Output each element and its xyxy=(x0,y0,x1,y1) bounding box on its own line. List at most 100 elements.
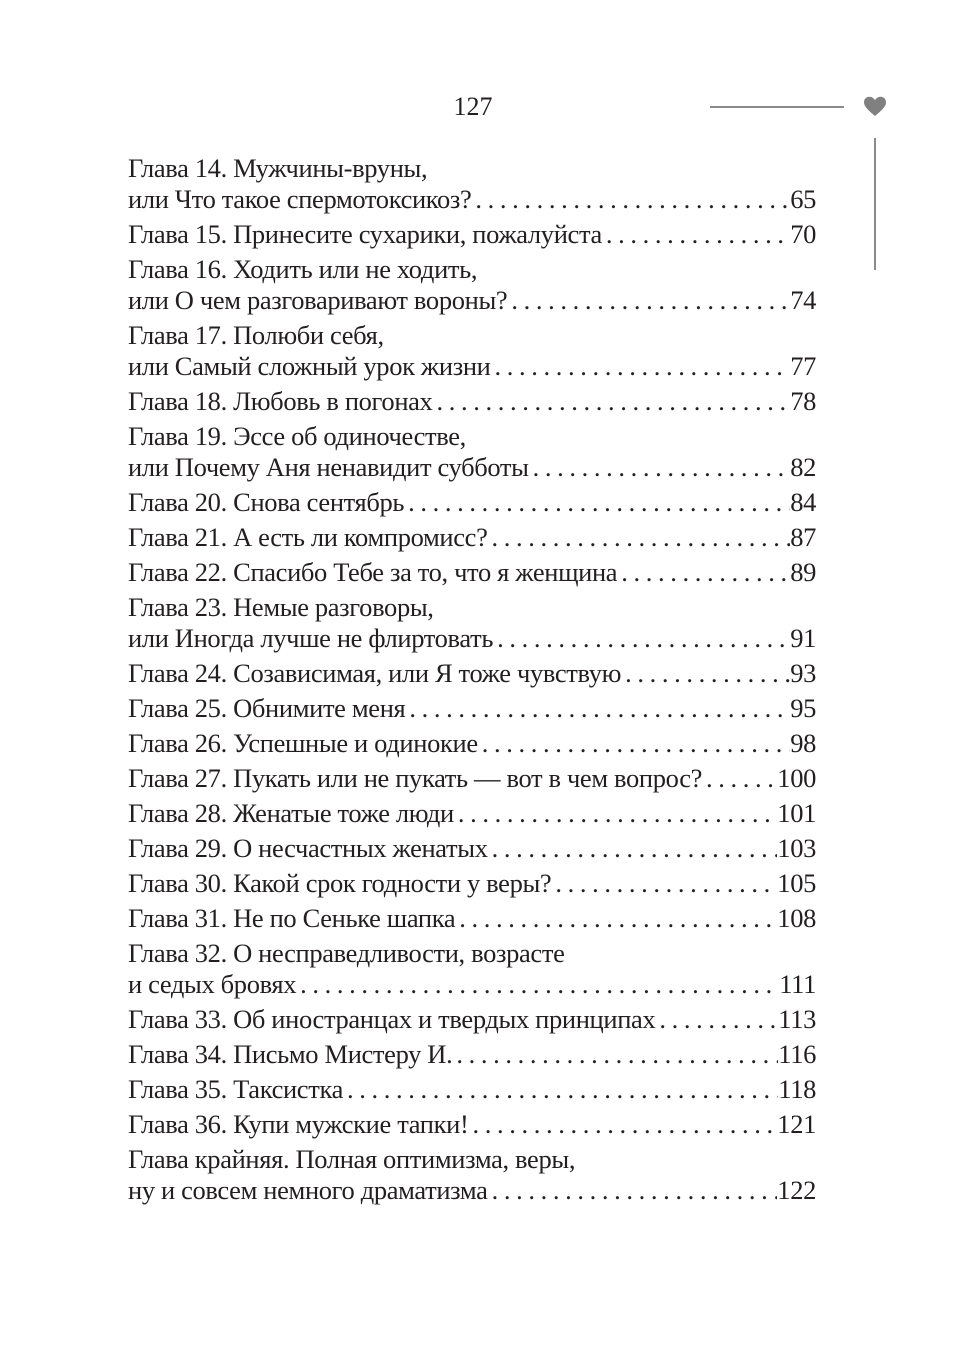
table-of-contents: Глава 14. Мужчины-вруны, или Что такое сп… xyxy=(128,153,816,1210)
toc-title: или Что такое спермотоксикоз? xyxy=(128,184,472,214)
dot-leader xyxy=(602,219,790,250)
toc-line: Глава 33. Об иностранцах и твердых принц… xyxy=(128,1004,816,1035)
toc-page-number: 122 xyxy=(777,1175,816,1205)
toc-page-number: 91 xyxy=(790,623,816,653)
toc-entry: Глава 26. Успешные и одинокие 98 xyxy=(128,728,816,759)
dot-leader xyxy=(488,522,791,553)
dot-leader xyxy=(452,1039,778,1070)
dot-leader xyxy=(551,868,777,899)
dot-leader xyxy=(432,386,790,417)
toc-page-number: 105 xyxy=(777,868,816,898)
toc-title: Глава 22. Спасибо Тебе за то, что я женщ… xyxy=(128,557,618,587)
toc-entry: Глава 32. О несправедливости, возрасте и … xyxy=(128,938,816,1000)
dot-leader xyxy=(343,1074,778,1105)
toc-entry: Глава 19. Эссе об одиночестве, или Почему… xyxy=(128,421,816,483)
toc-line: или Почему Аня ненавидит субботы 82 xyxy=(128,452,816,483)
toc-title: Глава 24. Созависимая, или Я тоже чувств… xyxy=(128,658,622,688)
toc-line: и седых бровях 111 xyxy=(128,969,816,1000)
toc-entry: Глава 30. Какой срок годности у веры? 105 xyxy=(128,868,816,899)
toc-title: ну и совсем немного драматизма xyxy=(128,1175,488,1205)
toc-page-number: 74 xyxy=(790,285,816,315)
toc-line: Глава 14. Мужчины-вруны, xyxy=(128,153,816,184)
toc-page-number: 77 xyxy=(790,351,816,381)
toc-line: Глава 32. О несправедливости, возрасте xyxy=(128,938,816,969)
toc-entry: Глава 18. Любовь в погонах 78 xyxy=(128,386,816,417)
toc-line: Глава 20. Снова сентябрь 84 xyxy=(128,487,816,518)
toc-page-number: 70 xyxy=(790,219,816,249)
toc-title: Глава 31. Не по Сеньке шапка xyxy=(128,903,456,933)
dot-leader xyxy=(507,285,790,316)
toc-page-number: 84 xyxy=(790,487,816,517)
toc-line: Глава 19. Эссе об одиночестве, xyxy=(128,421,816,452)
toc-title: Глава 18. Любовь в погонах xyxy=(128,386,433,416)
toc-entry: Глава 17. Полюби себя, или Самый сложный … xyxy=(128,320,816,382)
toc-entry: Глава 20. Снова сентябрь 84 xyxy=(128,487,816,518)
toc-line: или Иногда лучше не флиртовать 91 xyxy=(128,623,816,654)
toc-title: Глава 20. Снова сентябрь xyxy=(128,487,405,517)
toc-page-number: 95 xyxy=(790,693,816,723)
toc-page-number: 98 xyxy=(790,728,816,758)
toc-page-number: 100 xyxy=(777,763,816,793)
toc-title: Глава 25. Обнимите меня xyxy=(128,693,406,723)
toc-entry: Глава 25. Обнимите меня 95 xyxy=(128,693,816,724)
toc-entry: Глава крайняя. Полная оптимизма, веры, ну… xyxy=(128,1144,816,1206)
toc-line: или Что такое спермотоксикоз? 65 xyxy=(128,184,816,215)
toc-title: или Иногда лучше не флиртовать xyxy=(128,623,494,653)
page-number: 127 xyxy=(453,92,493,121)
toc-line: Глава 17. Полюби себя, xyxy=(128,320,816,351)
toc-page-number: 116 xyxy=(778,1039,816,1069)
toc-entry: Глава 31. Не по Сеньке шапка 108 xyxy=(128,903,816,934)
toc-line: Глава 26. Успешные и одинокие 98 xyxy=(128,728,816,759)
toc-entry: Глава 23. Немые разговоры, или Иногда луч… xyxy=(128,592,816,654)
side-rule xyxy=(874,138,876,270)
toc-entry: Глава 36. Купи мужские тапки! 121 xyxy=(128,1109,816,1140)
toc-title: Глава 34. Письмо Мистеру И. xyxy=(128,1039,453,1069)
toc-title: Глава 33. Об иностранцах и твердых принц… xyxy=(128,1004,656,1034)
toc-line: Глава крайняя. Полная оптимизма, веры, xyxy=(128,1144,816,1175)
toc-title: Глава 27. Пукать или не пукать — вот в ч… xyxy=(128,763,703,793)
toc-title: Глава 30. Какой срок годности у веры? xyxy=(128,868,552,898)
toc-line: Глава 24. Созависимая, или Я тоже чувств… xyxy=(128,658,816,689)
toc-line: Глава 18. Любовь в погонах 78 xyxy=(128,386,816,417)
toc-page-number: 111 xyxy=(779,969,816,999)
toc-entry: Глава 22. Спасибо Тебе за то, что я женщ… xyxy=(128,557,816,588)
toc-title: Глава 29. О несчастных женатых xyxy=(128,833,488,863)
toc-page-number: 65 xyxy=(790,184,816,214)
dot-leader xyxy=(471,184,790,215)
dot-leader xyxy=(702,763,777,794)
toc-entry: Глава 15. Принесите сухарики, пожалуйста… xyxy=(128,219,816,250)
toc-line: Глава 29. О несчастных женатых 103 xyxy=(128,833,816,864)
toc-page-number: 103 xyxy=(777,833,816,863)
toc-title: Глава 36. Купи мужские тапки! xyxy=(128,1109,469,1139)
toc-line: Глава 16. Ходить или не ходить, xyxy=(128,254,816,285)
toc-entry: Глава 28. Женатые тоже люди 101 xyxy=(128,798,816,829)
toc-title: Глава 16. Ходить или не ходить, xyxy=(128,254,478,284)
toc-line: Глава 34. Письмо Мистеру И. 116 xyxy=(128,1039,816,1070)
dot-leader xyxy=(454,798,777,829)
dot-leader xyxy=(655,1004,778,1035)
toc-page-number: 78 xyxy=(790,386,816,416)
toc-title: Глава 23. Немые разговоры, xyxy=(128,592,434,622)
dot-leader xyxy=(296,969,779,1000)
dot-leader xyxy=(617,557,790,588)
toc-entry: Глава 35. Таксистка 118 xyxy=(128,1074,816,1105)
toc-title: Глава 32. О несправедливости, возрасте xyxy=(128,938,565,968)
toc-page-number: 93 xyxy=(790,658,816,688)
toc-title: Глава 14. Мужчины-вруны, xyxy=(128,153,428,183)
toc-title: Глава 21. А есть ли компромисс? xyxy=(128,522,488,552)
toc-page-number: 87 xyxy=(790,522,816,552)
toc-line: Глава 35. Таксистка 118 xyxy=(128,1074,816,1105)
dot-leader xyxy=(455,903,777,934)
toc-entry: Глава 34. Письмо Мистеру И. 116 xyxy=(128,1039,816,1070)
header-rule xyxy=(710,106,844,108)
toc-line: Глава 27. Пукать или не пукать — вот в ч… xyxy=(128,763,816,794)
dot-leader xyxy=(478,728,790,759)
dot-leader xyxy=(488,1175,778,1206)
toc-line: Глава 30. Какой срок годности у веры? 105 xyxy=(128,868,816,899)
toc-page-number: 89 xyxy=(790,557,816,587)
toc-page-number: 118 xyxy=(778,1074,816,1104)
toc-line: Глава 22. Спасибо Тебе за то, что я женщ… xyxy=(128,557,816,588)
toc-title: Глава 15. Принесите сухарики, пожалуйста xyxy=(128,219,602,249)
toc-title: Глава крайняя. Полная оптимизма, веры, xyxy=(128,1144,576,1174)
toc-line: Глава 31. Не по Сеньке шапка 108 xyxy=(128,903,816,934)
